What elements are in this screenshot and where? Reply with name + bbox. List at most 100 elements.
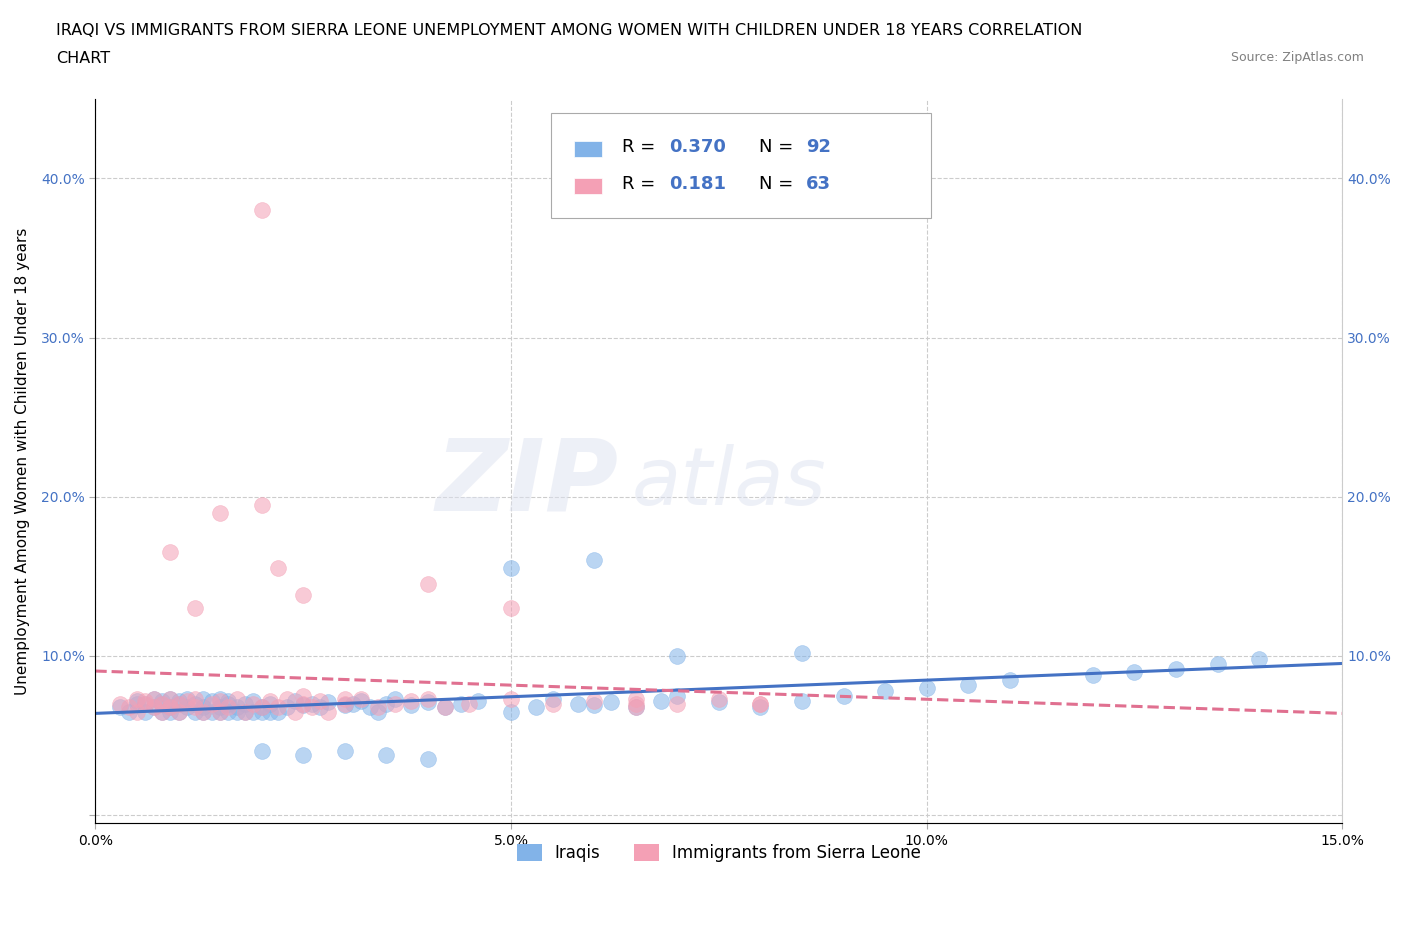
Point bbox=[184, 704, 207, 719]
Point bbox=[292, 688, 315, 703]
Point bbox=[267, 561, 290, 576]
Point bbox=[416, 692, 439, 707]
Point bbox=[1206, 657, 1229, 671]
Point bbox=[707, 692, 730, 707]
Point bbox=[209, 704, 232, 719]
Point bbox=[267, 704, 290, 719]
Point bbox=[384, 697, 406, 711]
Point bbox=[401, 693, 423, 708]
Point bbox=[416, 577, 439, 591]
Text: R =: R = bbox=[621, 139, 661, 156]
Point bbox=[134, 693, 156, 708]
Point bbox=[110, 697, 132, 711]
Text: CHART: CHART bbox=[56, 51, 110, 66]
Text: 63: 63 bbox=[806, 175, 831, 193]
Point bbox=[125, 693, 148, 708]
Point bbox=[250, 699, 273, 714]
Point bbox=[209, 692, 232, 707]
Point bbox=[367, 704, 389, 719]
Point bbox=[125, 697, 148, 711]
Point bbox=[167, 693, 190, 708]
Point bbox=[433, 699, 456, 714]
Point bbox=[316, 704, 339, 719]
Point bbox=[250, 203, 273, 218]
Point bbox=[749, 697, 772, 711]
Point bbox=[350, 693, 373, 708]
Point bbox=[134, 697, 156, 711]
Point bbox=[167, 697, 190, 711]
Point bbox=[499, 704, 522, 719]
Point bbox=[599, 695, 621, 710]
Point bbox=[292, 588, 315, 603]
Point bbox=[707, 695, 730, 710]
Point bbox=[666, 697, 689, 711]
Point bbox=[267, 699, 290, 714]
Point bbox=[416, 752, 439, 767]
FancyBboxPatch shape bbox=[574, 178, 602, 193]
Point bbox=[225, 692, 247, 707]
Point bbox=[242, 693, 264, 708]
Point bbox=[650, 693, 672, 708]
Point bbox=[176, 692, 198, 707]
Point bbox=[316, 695, 339, 710]
Point bbox=[142, 692, 165, 707]
Point bbox=[1249, 652, 1271, 667]
Point bbox=[284, 704, 307, 719]
Point bbox=[276, 692, 298, 707]
Text: atlas: atlas bbox=[631, 444, 827, 522]
Point bbox=[134, 697, 156, 711]
Point bbox=[375, 697, 398, 711]
Point bbox=[209, 505, 232, 520]
Point bbox=[259, 697, 281, 711]
Point bbox=[524, 699, 547, 714]
Point bbox=[233, 697, 256, 711]
Point bbox=[217, 693, 239, 708]
Point bbox=[832, 688, 855, 703]
Point bbox=[209, 704, 232, 719]
Point bbox=[193, 704, 215, 719]
Point bbox=[142, 699, 165, 714]
Point bbox=[184, 601, 207, 616]
Point bbox=[957, 677, 980, 692]
Point bbox=[110, 699, 132, 714]
Point bbox=[233, 704, 256, 719]
Point bbox=[201, 704, 224, 719]
Point bbox=[125, 692, 148, 707]
Point bbox=[159, 699, 181, 714]
Text: 0.181: 0.181 bbox=[669, 175, 725, 193]
Point bbox=[624, 692, 647, 707]
Point bbox=[225, 699, 247, 714]
Point bbox=[301, 699, 323, 714]
Point bbox=[250, 744, 273, 759]
Point bbox=[259, 693, 281, 708]
Point bbox=[193, 699, 215, 714]
Point bbox=[308, 693, 330, 708]
Point bbox=[583, 693, 606, 708]
Point bbox=[292, 697, 315, 711]
Point bbox=[159, 704, 181, 719]
Point bbox=[790, 693, 813, 708]
Point bbox=[142, 692, 165, 707]
Point bbox=[167, 704, 190, 719]
Point bbox=[250, 704, 273, 719]
Point bbox=[375, 747, 398, 762]
Text: 0.370: 0.370 bbox=[669, 139, 725, 156]
Point bbox=[333, 698, 356, 712]
Point bbox=[342, 697, 364, 711]
Point bbox=[159, 545, 181, 560]
Point bbox=[184, 692, 207, 707]
Point bbox=[541, 697, 564, 711]
Point bbox=[301, 697, 323, 711]
Point bbox=[242, 704, 264, 719]
Point bbox=[159, 692, 181, 707]
Point bbox=[308, 699, 330, 714]
Point bbox=[350, 692, 373, 707]
Point bbox=[458, 697, 481, 711]
Point bbox=[433, 699, 456, 714]
Point bbox=[250, 498, 273, 512]
Point bbox=[875, 684, 897, 698]
Point bbox=[209, 693, 232, 708]
Point bbox=[193, 704, 215, 719]
Point bbox=[541, 692, 564, 707]
Point bbox=[276, 699, 298, 714]
